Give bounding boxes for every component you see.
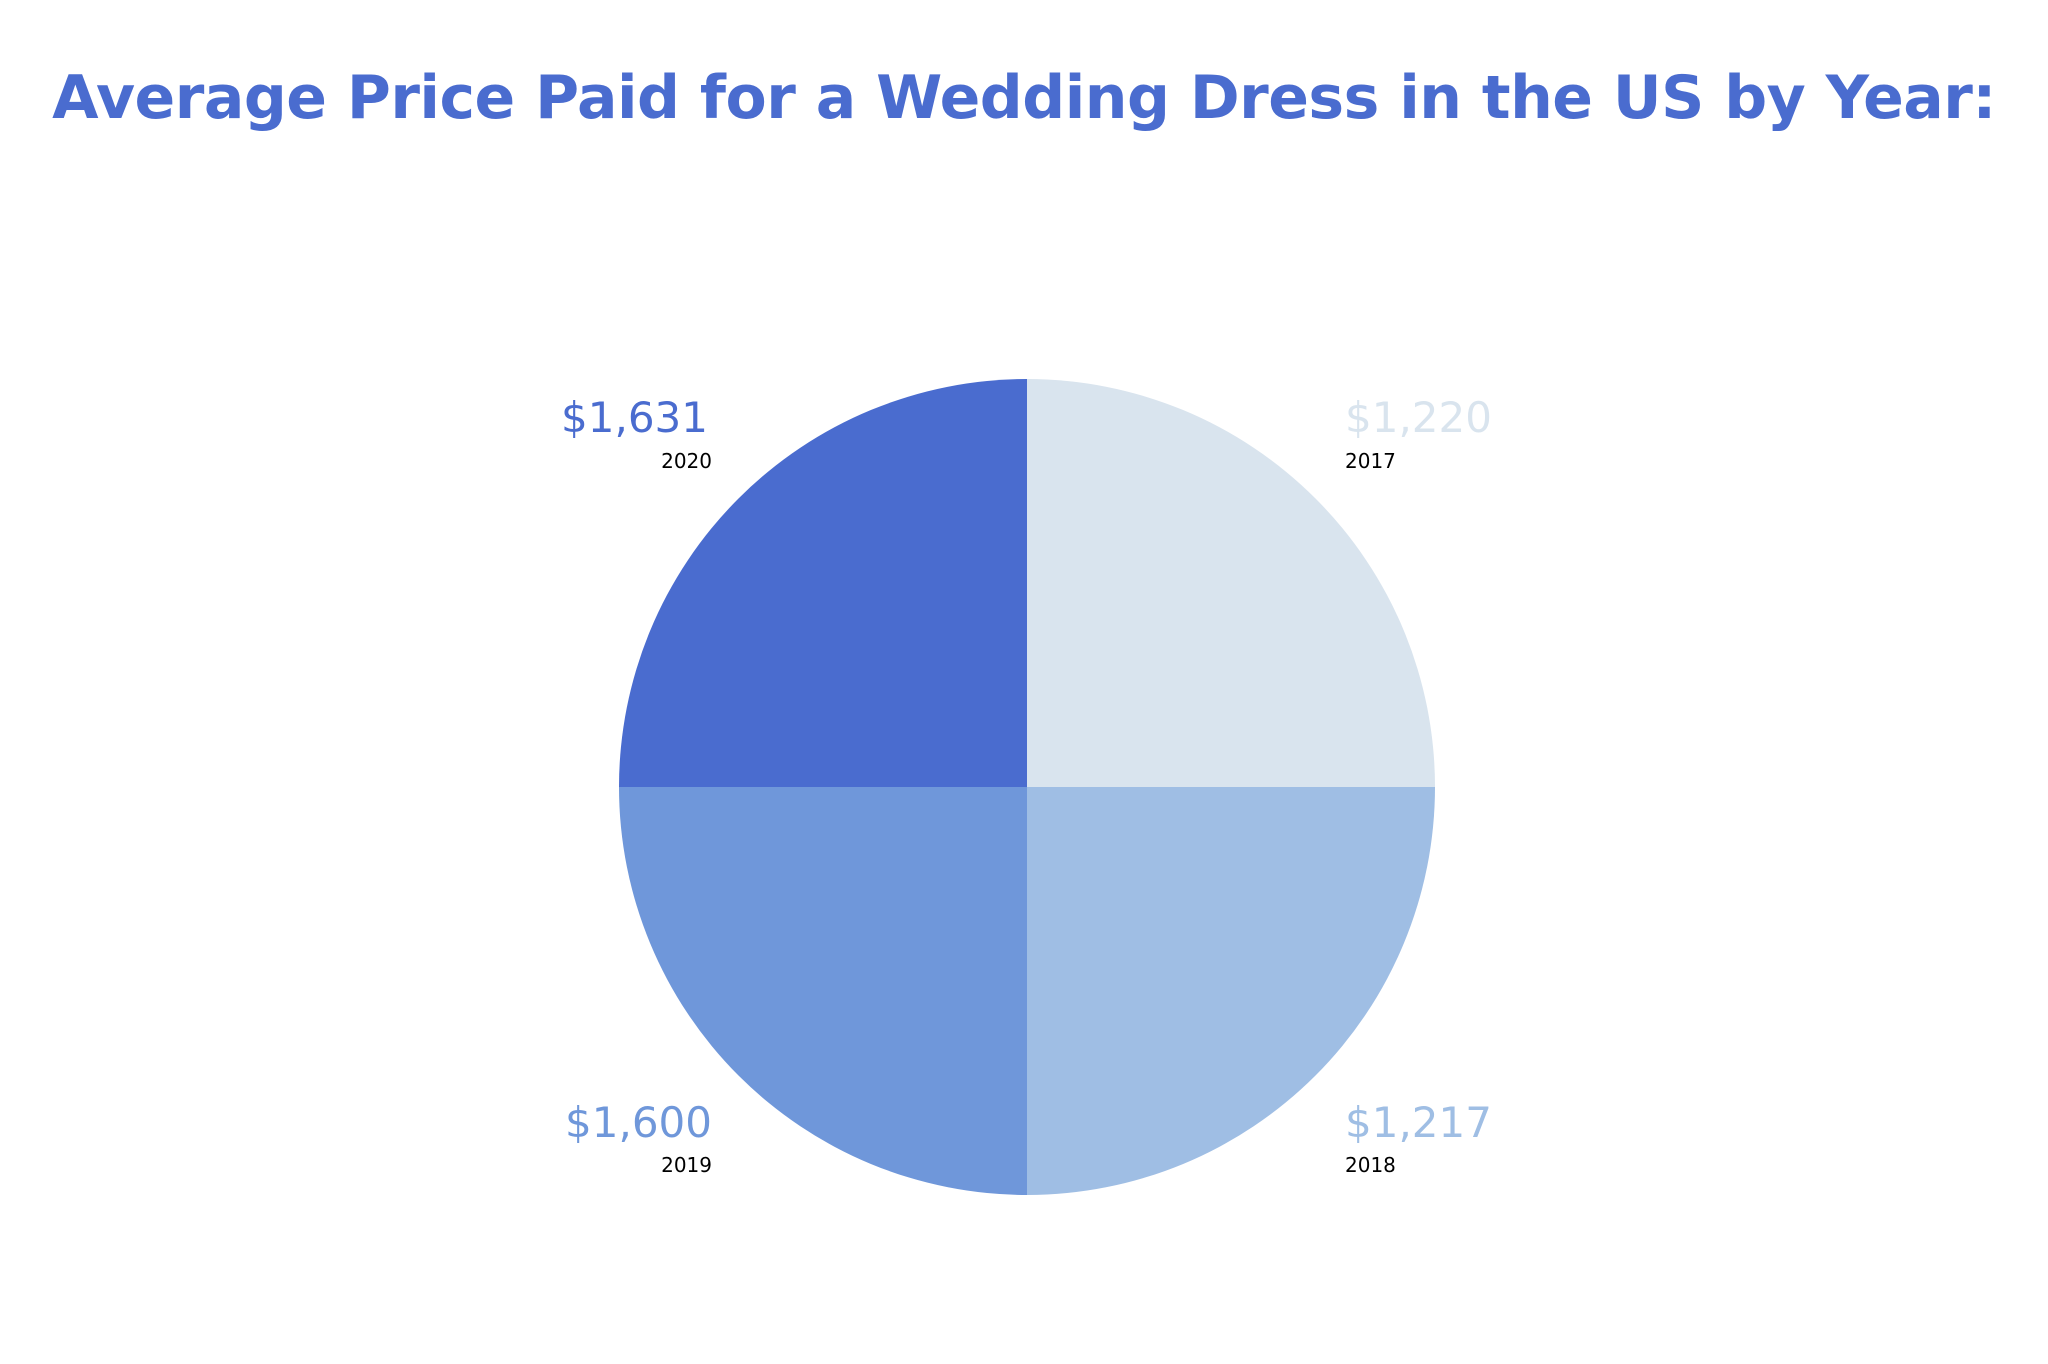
year-label-2018: 2018 xyxy=(1345,1153,1396,1177)
year-label-2017: 2017 xyxy=(1345,449,1396,473)
pie-slice-2019 xyxy=(619,787,1027,1195)
value-label-2020: $1,631 xyxy=(561,393,708,442)
pie-slice-2018 xyxy=(1027,787,1435,1195)
year-label-2019: 2019 xyxy=(661,1153,712,1177)
pie-slice-2020 xyxy=(619,379,1027,787)
value-label-2018: $1,217 xyxy=(1345,1098,1492,1147)
value-label-2017: $1,220 xyxy=(1345,393,1492,442)
chart-title: Average Price Paid for a Wedding Dress i… xyxy=(52,63,1996,133)
year-label-2020: 2020 xyxy=(661,449,712,473)
pie-slice-2017 xyxy=(1027,379,1435,787)
value-label-2019: $1,600 xyxy=(565,1098,712,1147)
